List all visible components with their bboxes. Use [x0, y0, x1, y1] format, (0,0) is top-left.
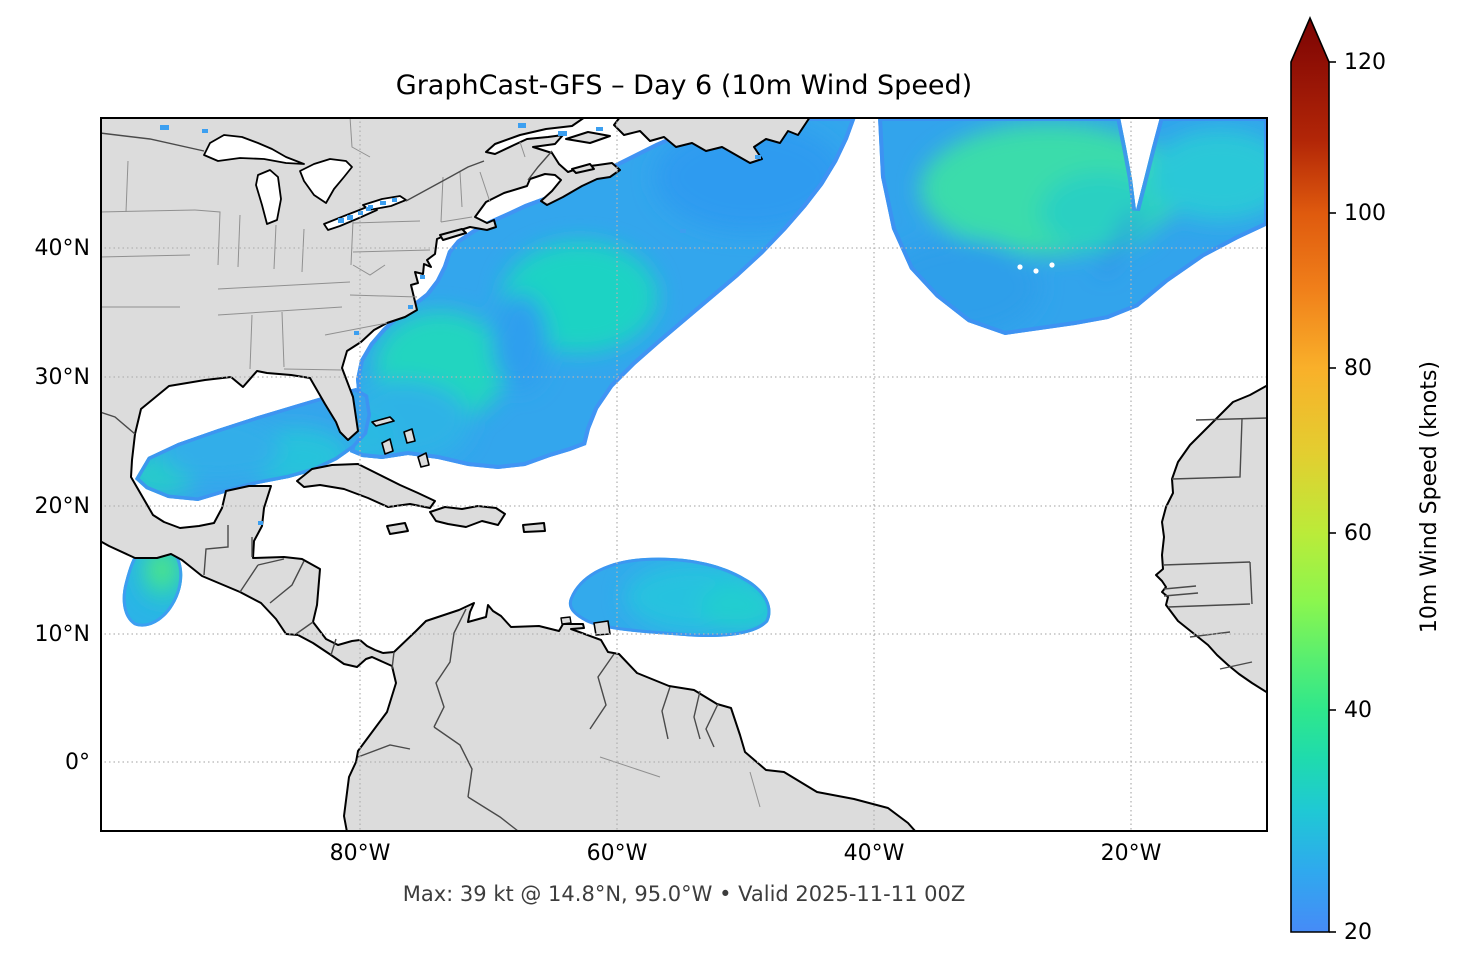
y-tick-label-30n: 30°N [34, 365, 90, 390]
island-margarita [560, 616, 572, 625]
cbar-tick-40: 40 [1344, 698, 1372, 723]
island-cuba [296, 463, 436, 509]
island-trinidad [593, 620, 611, 636]
gridlines [100, 117, 1268, 832]
wind-speckles [160, 123, 761, 525]
wind-blob-ne-atlantic [878, 117, 1268, 335]
x-tick-label-60w: 60°W [586, 841, 648, 866]
x-tick-label-20w: 20°W [1100, 841, 1162, 866]
lake-superior [203, 134, 305, 165]
island-pei [571, 163, 595, 174]
island-puerto-rico [522, 522, 546, 533]
island-newfoundland [613, 117, 811, 164]
americas-mainland [100, 117, 917, 832]
lake-huron [299, 158, 353, 204]
y-tick-label-10n: 10°N [34, 622, 90, 647]
y-tick-label-0: 0° [65, 750, 90, 775]
cbar-tick-20: 20 [1344, 920, 1372, 945]
cbar-tick-80: 80 [1344, 356, 1372, 381]
island-long-island [439, 228, 467, 241]
island-hispaniola [429, 505, 506, 528]
colorbar-axis-label: 10m Wind Speed (knots) [1416, 360, 1442, 634]
cbar-tick-120: 120 [1344, 50, 1386, 75]
colorbar-extend-arrow [1291, 18, 1329, 62]
y-tick-label-40n: 40°N [34, 236, 90, 261]
state-borders [100, 117, 761, 808]
y-tick-label-20n: 20°N [34, 494, 90, 519]
map-axes [100, 117, 1268, 832]
colorbar [1290, 15, 1336, 933]
plot-title: GraphCast-GFS – Day 6 (10m Wind Speed) [395, 70, 973, 101]
lake-michigan [255, 169, 282, 225]
colorbar-outline [1290, 15, 1330, 933]
country-borders [100, 132, 1268, 832]
map-canvas [100, 117, 1268, 832]
wind-blob-caribbean [568, 557, 771, 638]
axes-frame [100, 117, 1268, 832]
cbar-tick-60: 60 [1344, 521, 1372, 546]
islands-bahamas [371, 416, 430, 468]
island-anticosti [565, 131, 611, 144]
colorbar-gradient [1291, 62, 1329, 932]
colorbar-ticks [1329, 61, 1336, 933]
x-tick-label-80w: 80°W [329, 841, 391, 866]
x-tick-label-40w: 40°W [843, 841, 905, 866]
cbar-tick-100: 100 [1344, 201, 1386, 226]
island-jamaica [386, 522, 409, 535]
max-valid-caption: Max: 39 kt @ 14.8°N, 95.0°W • Valid 2025… [402, 882, 966, 906]
